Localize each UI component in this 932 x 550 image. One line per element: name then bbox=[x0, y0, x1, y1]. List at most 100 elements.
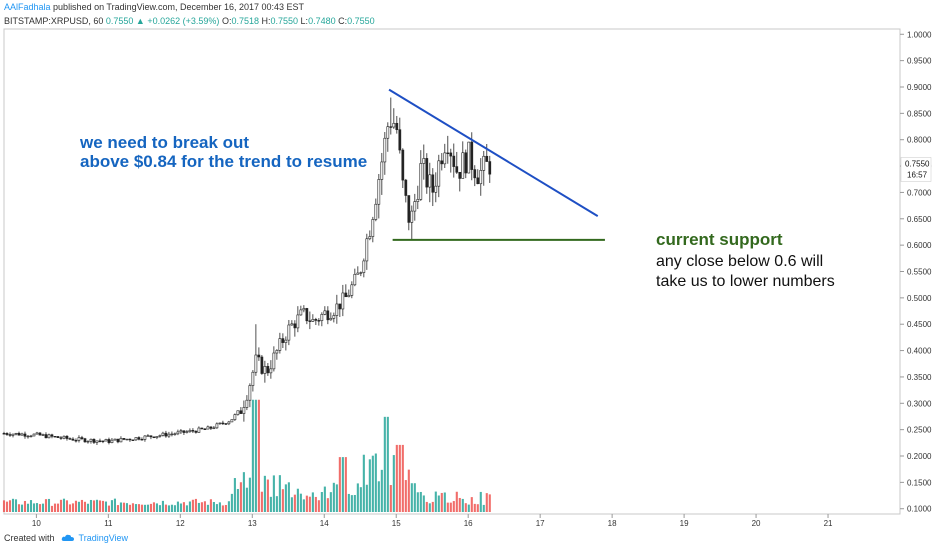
candle-body bbox=[50, 434, 54, 437]
volume-bar bbox=[194, 498, 197, 512]
author-link[interactable]: AAlFadhala bbox=[4, 2, 51, 12]
volume-bar bbox=[275, 496, 278, 512]
price-badge-countdown: 16:57 bbox=[907, 170, 928, 179]
volume-bar bbox=[167, 505, 170, 512]
candle-body bbox=[170, 433, 174, 436]
volume-bar bbox=[353, 494, 356, 512]
candle-body bbox=[119, 438, 123, 443]
candle-body bbox=[245, 399, 249, 408]
candle-body bbox=[464, 152, 468, 174]
candle-body bbox=[362, 260, 366, 273]
candle-body bbox=[179, 430, 183, 433]
volume-bar bbox=[62, 498, 66, 512]
volume-bar bbox=[188, 501, 191, 512]
volume-bar bbox=[38, 504, 42, 512]
volume-bar bbox=[263, 475, 266, 512]
candle-body bbox=[233, 414, 237, 420]
candle-body bbox=[38, 432, 42, 436]
candle-body bbox=[296, 314, 300, 329]
volume-bar bbox=[359, 487, 362, 512]
volume-bar bbox=[17, 504, 21, 512]
candle-body bbox=[341, 292, 345, 310]
volume-bar bbox=[344, 457, 347, 512]
candle-body bbox=[68, 438, 72, 440]
candle-body bbox=[224, 423, 228, 425]
volume-bar bbox=[317, 500, 320, 512]
volume-bar bbox=[83, 501, 87, 512]
volume-bar bbox=[47, 498, 51, 512]
candle-body bbox=[104, 439, 108, 442]
candle-body bbox=[443, 152, 447, 165]
candle-body bbox=[335, 303, 339, 316]
candle-body bbox=[59, 437, 63, 439]
candle-body bbox=[20, 433, 24, 436]
candle-body bbox=[134, 437, 138, 441]
candle-body bbox=[188, 430, 192, 432]
candle-body bbox=[143, 435, 147, 440]
volume-bar bbox=[419, 491, 422, 512]
volume-bar bbox=[416, 492, 419, 512]
volume-bar bbox=[8, 500, 12, 512]
candle-body bbox=[53, 436, 57, 438]
candle-body bbox=[125, 438, 129, 441]
candle-body bbox=[221, 422, 225, 425]
candle-body bbox=[29, 435, 33, 438]
volume-bar bbox=[227, 501, 230, 512]
candle-body bbox=[122, 438, 126, 440]
volume-bar bbox=[113, 498, 116, 512]
volume-bar bbox=[440, 492, 443, 512]
candle-body bbox=[209, 426, 213, 429]
candle-body bbox=[371, 219, 375, 237]
high-value: 0.7550 bbox=[270, 16, 299, 26]
candle-body bbox=[332, 315, 336, 319]
volume-bar bbox=[323, 486, 326, 512]
footer: Created with TradingView bbox=[4, 533, 128, 543]
x-tick-label: 20 bbox=[752, 519, 761, 528]
volume-bar bbox=[308, 496, 311, 512]
tradingview-brand-link[interactable]: TradingView bbox=[78, 533, 129, 543]
volume-bar bbox=[326, 498, 329, 512]
volume-bar bbox=[488, 494, 491, 512]
candle-body bbox=[284, 339, 288, 343]
candle-body bbox=[5, 433, 9, 435]
volume-bar bbox=[2, 500, 6, 512]
candle-body bbox=[47, 434, 51, 439]
candle-body bbox=[2, 433, 6, 435]
candle-body bbox=[146, 435, 150, 437]
x-tick-label: 17 bbox=[536, 519, 545, 528]
candle-body bbox=[77, 437, 81, 441]
candle-body bbox=[86, 440, 90, 443]
low-value: 0.7480 bbox=[308, 16, 336, 26]
volume-bar bbox=[173, 505, 176, 512]
support-annotation-line1: any close below 0.6 will bbox=[656, 253, 823, 270]
volume-bar bbox=[269, 496, 272, 512]
candle-body bbox=[419, 163, 423, 200]
candle-body bbox=[257, 354, 261, 358]
candle-body bbox=[176, 431, 180, 435]
candle-body bbox=[329, 318, 333, 321]
symbol-line: BITSTAMP:XRPUSD, 60 0.7550 ▲ +0.0262 (+3… bbox=[4, 16, 924, 27]
candle-body bbox=[395, 122, 399, 131]
volume-bar bbox=[179, 503, 182, 512]
volume-bar bbox=[89, 499, 93, 512]
volume-bar bbox=[455, 491, 458, 512]
candle-body bbox=[182, 430, 186, 433]
volume-bar bbox=[245, 487, 248, 512]
y-tick-label: 0.9000 bbox=[907, 83, 932, 92]
volume-bar bbox=[29, 500, 33, 512]
high-label: H: bbox=[261, 16, 271, 26]
candle-body bbox=[254, 354, 258, 373]
volume-bar bbox=[464, 503, 467, 512]
volume-bar bbox=[470, 497, 473, 512]
candle-body bbox=[152, 436, 156, 438]
candle-body bbox=[95, 440, 99, 443]
candle-body bbox=[449, 152, 453, 157]
candle-body bbox=[110, 439, 114, 443]
symbol-label[interactable]: BITSTAMP:XRPUSD, 60 bbox=[4, 16, 104, 26]
candle-body bbox=[473, 169, 477, 179]
volume-bar bbox=[335, 484, 338, 512]
created-with-label: Created with bbox=[4, 533, 55, 543]
volume-bar bbox=[191, 499, 194, 512]
candle-body bbox=[482, 155, 486, 171]
